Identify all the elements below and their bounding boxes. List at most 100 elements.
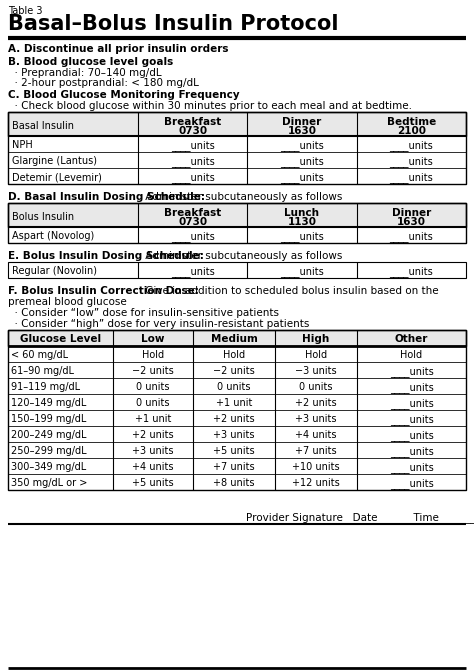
Text: +7 units: +7 units <box>295 446 337 456</box>
Text: 2100: 2100 <box>397 126 426 136</box>
Text: Low: Low <box>141 334 165 344</box>
Text: Detemir (Levemir): Detemir (Levemir) <box>12 172 102 182</box>
Bar <box>8 203 466 243</box>
Text: ____units: ____units <box>390 478 433 489</box>
Text: Hold: Hold <box>401 350 422 360</box>
Text: ____units: ____units <box>171 156 215 167</box>
Text: ____units: ____units <box>171 172 215 183</box>
Text: 150–199 mg/dL: 150–199 mg/dL <box>11 414 86 424</box>
Text: +5 units: +5 units <box>132 478 174 488</box>
Text: Other: Other <box>395 334 428 344</box>
Text: ____units: ____units <box>390 366 433 377</box>
Text: 1630: 1630 <box>288 126 317 136</box>
Text: Basal–Bolus Insulin Protocol: Basal–Bolus Insulin Protocol <box>8 14 338 34</box>
Text: Lunch: Lunch <box>284 208 319 218</box>
Text: Aspart (Novolog): Aspart (Novolog) <box>12 231 94 241</box>
Text: · Check blood glucose within 30 minutes prior to each meal and at bedtime.: · Check blood glucose within 30 minutes … <box>8 101 412 111</box>
Text: −2 units: −2 units <box>132 366 174 376</box>
Text: 61–90 mg/dL: 61–90 mg/dL <box>11 366 74 376</box>
Bar <box>8 458 466 474</box>
Text: ____units: ____units <box>280 156 324 167</box>
Text: +4 units: +4 units <box>132 462 174 472</box>
Text: D. Basal Insulin Dosing Schedule:: D. Basal Insulin Dosing Schedule: <box>8 192 205 202</box>
Text: · 2-hour postprandial: < 180 mg/dL: · 2-hour postprandial: < 180 mg/dL <box>8 78 199 88</box>
Text: Medium: Medium <box>210 334 257 344</box>
Text: ____units: ____units <box>171 140 215 151</box>
Text: 0 units: 0 units <box>217 382 251 392</box>
Text: 250–299 mg/dL: 250–299 mg/dL <box>11 446 87 456</box>
Bar <box>8 378 466 394</box>
Text: +8 units: +8 units <box>213 478 255 488</box>
Text: High: High <box>302 334 329 344</box>
Text: Dinner: Dinner <box>283 117 322 127</box>
Text: 91–119 mg/dL: 91–119 mg/dL <box>11 382 80 392</box>
Text: ____units: ____units <box>390 446 433 457</box>
Text: Bolus Insulin: Bolus Insulin <box>12 212 74 222</box>
Bar <box>8 112 466 136</box>
Text: −3 units: −3 units <box>295 366 337 376</box>
Text: +1 unit: +1 unit <box>135 414 171 424</box>
Bar <box>8 474 466 490</box>
Text: ____units: ____units <box>390 430 433 441</box>
Bar <box>8 426 466 442</box>
Text: A. Discontinue all prior insulin orders: A. Discontinue all prior insulin orders <box>8 44 228 54</box>
Text: Breakfast: Breakfast <box>164 208 221 218</box>
Bar <box>8 152 466 168</box>
Text: B. Blood glucose level goals: B. Blood glucose level goals <box>8 57 173 67</box>
Bar <box>8 394 466 410</box>
Text: 0730: 0730 <box>178 217 207 227</box>
Text: Breakfast: Breakfast <box>164 117 221 127</box>
Text: Hold: Hold <box>223 350 245 360</box>
Text: +4 units: +4 units <box>295 430 337 440</box>
Text: 0 units: 0 units <box>136 382 170 392</box>
Text: ________________________Provider Signature   Date_____   Time___________: ________________________Provider Signatu… <box>120 512 474 523</box>
Text: Table 3: Table 3 <box>8 6 43 16</box>
Text: +2 units: +2 units <box>213 414 255 424</box>
Text: premeal blood glucose: premeal blood glucose <box>8 297 127 307</box>
Text: ____units: ____units <box>390 266 433 277</box>
Text: +2 units: +2 units <box>295 398 337 408</box>
Text: ____units: ____units <box>390 156 433 167</box>
Text: 1130: 1130 <box>288 217 317 227</box>
Bar <box>8 362 466 378</box>
Text: Administer subcutaneously as follows: Administer subcutaneously as follows <box>142 251 342 261</box>
Text: Hold: Hold <box>142 350 164 360</box>
Text: +3 units: +3 units <box>213 430 255 440</box>
Text: Administer subcutaneously as follows: Administer subcutaneously as follows <box>142 192 342 202</box>
Text: ____units: ____units <box>280 266 324 277</box>
Text: ____units: ____units <box>171 231 215 242</box>
Bar <box>8 330 466 346</box>
Text: ____units: ____units <box>390 172 433 183</box>
Text: ____units: ____units <box>171 266 215 277</box>
Text: ____units: ____units <box>390 414 433 425</box>
Text: ____units: ____units <box>390 462 433 473</box>
Bar <box>8 262 466 278</box>
Bar <box>8 227 466 243</box>
Text: 0 units: 0 units <box>136 398 170 408</box>
Text: Bedtime: Bedtime <box>387 117 436 127</box>
Text: ____units: ____units <box>390 140 433 151</box>
Text: 120–149 mg/dL: 120–149 mg/dL <box>11 398 86 408</box>
Text: 1630: 1630 <box>397 217 426 227</box>
Text: F. Bolus Insulin Correction Dose:: F. Bolus Insulin Correction Dose: <box>8 286 199 296</box>
Bar <box>8 330 466 490</box>
Bar <box>8 168 466 184</box>
Text: · Preprandial: 70–140 mg/dL: · Preprandial: 70–140 mg/dL <box>8 68 162 78</box>
Text: +5 units: +5 units <box>213 446 255 456</box>
Text: Dinner: Dinner <box>392 208 431 218</box>
Text: 300–349 mg/dL: 300–349 mg/dL <box>11 462 86 472</box>
Text: +3 units: +3 units <box>295 414 337 424</box>
Bar <box>8 112 466 184</box>
Text: 0 units: 0 units <box>299 382 333 392</box>
Text: +12 units: +12 units <box>292 478 340 488</box>
Text: ____units: ____units <box>280 140 324 151</box>
Text: 0730: 0730 <box>178 126 207 136</box>
Text: −2 units: −2 units <box>213 366 255 376</box>
Text: Glargine (Lantus): Glargine (Lantus) <box>12 156 97 166</box>
Bar <box>8 410 466 426</box>
Bar <box>8 203 466 227</box>
Bar <box>8 442 466 458</box>
Text: +7 units: +7 units <box>213 462 255 472</box>
Bar <box>8 346 466 362</box>
Text: · Consider “low” dose for insulin-sensitive patients: · Consider “low” dose for insulin-sensit… <box>8 308 279 318</box>
